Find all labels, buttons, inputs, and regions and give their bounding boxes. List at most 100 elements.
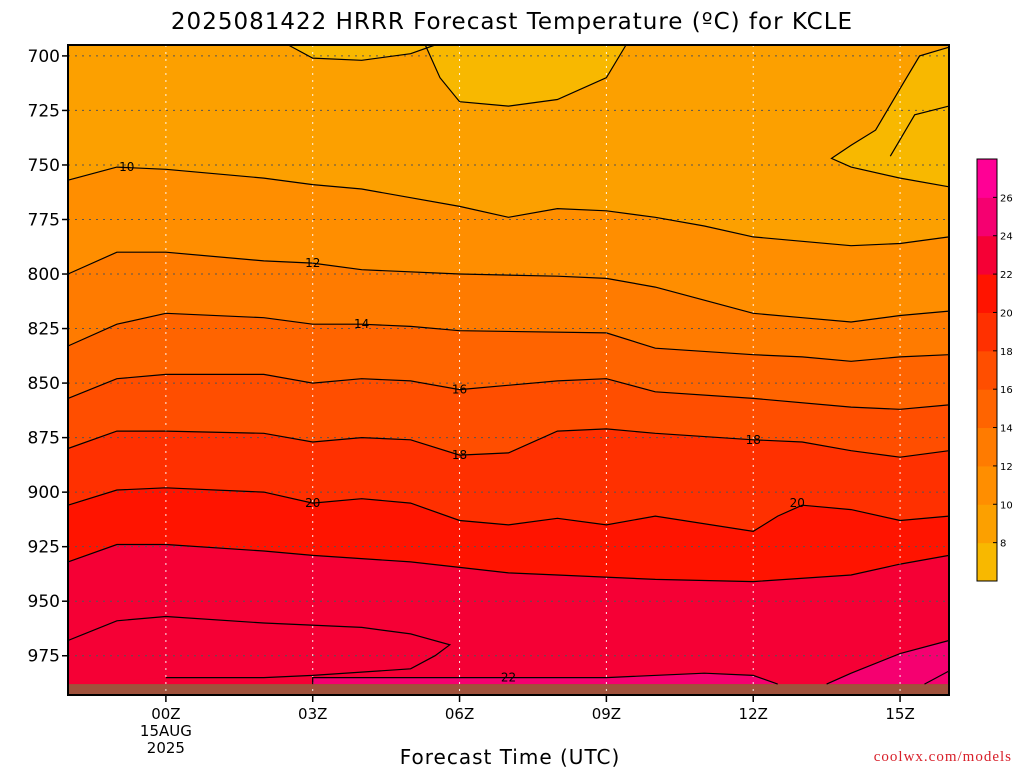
colorbar-tick-label: 26 xyxy=(1000,193,1013,204)
colorbar-segment xyxy=(977,389,997,429)
contour-line-16 xyxy=(67,373,950,410)
contour-line-22 xyxy=(67,615,452,679)
contour-line-18 xyxy=(67,428,950,458)
colorbar-segment xyxy=(977,465,997,505)
temperature-band xyxy=(68,374,949,458)
temperature-pocket xyxy=(831,47,949,187)
temperature-band xyxy=(68,313,949,410)
ground-fill xyxy=(68,684,949,695)
temperature-band xyxy=(68,428,949,532)
colorbar-tick-label: 22 xyxy=(1000,270,1013,281)
contour-line-8 xyxy=(830,46,950,188)
contour-line-10 xyxy=(67,166,950,247)
chart-title: 2025081422 HRRR Forecast Temperature (ºC… xyxy=(171,9,853,35)
plot-frame xyxy=(67,44,950,696)
contour-line-14 xyxy=(67,312,950,362)
colorbar-segment xyxy=(977,197,997,237)
colorbar-tick-label: 18 xyxy=(1000,347,1013,358)
temperature-pocket xyxy=(288,45,436,61)
y-tick-label: 900 xyxy=(28,483,60,503)
y-axis: 700 725 750 775 800 825 850 875 900 925 950 975 xyxy=(28,47,68,667)
colorbar-tick-label: 16 xyxy=(1000,385,1013,396)
colorbar-segment xyxy=(977,542,997,582)
colorbar-tick-label: 14 xyxy=(1000,424,1013,435)
ground-surface xyxy=(68,684,949,695)
svg-text:18: 18 xyxy=(452,448,467,462)
colorbar-segment xyxy=(977,274,997,313)
contour-label: 10 xyxy=(119,160,134,174)
x-axis-label: Forecast Time (UTC) xyxy=(400,745,621,768)
y-tick-label: 875 xyxy=(28,429,60,449)
y-tick-label: 975 xyxy=(28,647,60,667)
contour-line-8 xyxy=(424,44,627,107)
contour-label: 20 xyxy=(790,496,805,510)
y-tick-label: 725 xyxy=(28,101,60,121)
y-tick-label: 800 xyxy=(28,265,60,285)
colorbar-segment xyxy=(977,312,997,352)
y-tick-label: 750 xyxy=(28,156,60,176)
svg-text:20: 20 xyxy=(305,496,320,510)
svg-text:14: 14 xyxy=(354,317,369,331)
y-tick-label: 925 xyxy=(28,538,60,558)
colorbar-segment xyxy=(977,504,997,544)
colorbar-tick-label: 8 xyxy=(1000,539,1006,550)
contour-line-8 xyxy=(288,44,436,61)
contour-label: 18 xyxy=(452,448,467,462)
temperature-band xyxy=(68,252,949,362)
contour-line-22 xyxy=(67,543,950,583)
colorbar-tick-label: 20 xyxy=(1000,308,1013,319)
temperature-band xyxy=(68,45,949,246)
svg-text:22: 22 xyxy=(501,671,516,685)
colorbar-segment xyxy=(977,159,997,198)
svg-text:20: 20 xyxy=(790,496,805,510)
contour-label: 22 xyxy=(501,671,516,685)
svg-text:12: 12 xyxy=(305,256,320,270)
x-tick-label: 09Z xyxy=(592,705,621,723)
x-tick-label: 15Z xyxy=(885,705,914,723)
y-tick-label: 700 xyxy=(28,47,60,67)
credit-link[interactable]: coolwx.com/models xyxy=(874,749,1012,765)
colorbar-tick-label: 10 xyxy=(1000,500,1013,511)
temperature-pocket xyxy=(68,616,450,685)
colorbar: 8 10 12 14 16 18 20 22 24 26 xyxy=(976,158,1013,582)
contour-line-24 xyxy=(312,672,778,685)
x-tick-label: 03Z xyxy=(298,705,327,723)
svg-text:18: 18 xyxy=(746,433,761,447)
contour-line-22 xyxy=(826,639,950,685)
contour-label: 14 xyxy=(354,317,369,331)
contour-label: 12 xyxy=(305,256,320,270)
temperature-pocket xyxy=(826,640,949,685)
colorbar-frame xyxy=(976,158,998,582)
contour-lines xyxy=(67,44,950,685)
contour-label: 20 xyxy=(305,496,320,510)
contour-line-8 xyxy=(889,105,950,157)
temperature-pocket xyxy=(312,673,778,685)
colorbar-segment xyxy=(977,427,997,467)
svg-text:10: 10 xyxy=(119,160,134,174)
x-tick-label: 12Z xyxy=(739,705,768,723)
contour-labels: 10 12 14 16 18 18 20 20 22 xyxy=(119,160,805,684)
colorbar-segment xyxy=(977,235,997,275)
temperature-band xyxy=(68,487,949,582)
x-tick-date-label: 15AUG xyxy=(140,722,192,740)
contour-label: 18 xyxy=(746,433,761,447)
colorbar-segment xyxy=(977,350,997,390)
contour-label: 16 xyxy=(452,383,467,397)
temperature-band xyxy=(68,167,949,322)
colorbar-tick-label: 24 xyxy=(1000,232,1013,243)
contour-fills xyxy=(68,45,949,695)
y-tick-label: 775 xyxy=(28,210,60,230)
y-tick-label: 950 xyxy=(28,592,60,612)
x-tick-date-label: 2025 xyxy=(147,739,185,757)
x-tick-label: 00Z xyxy=(151,705,180,723)
svg-text:16: 16 xyxy=(452,383,467,397)
colorbar-tick-label: 12 xyxy=(1000,462,1013,473)
y-tick-label: 825 xyxy=(28,320,60,340)
contour-line-20 xyxy=(67,487,950,533)
y-tick-label: 850 xyxy=(28,374,60,394)
contour-line-12 xyxy=(67,251,950,323)
x-tick-label: 06Z xyxy=(445,705,474,723)
contour-line-24 xyxy=(924,670,950,685)
